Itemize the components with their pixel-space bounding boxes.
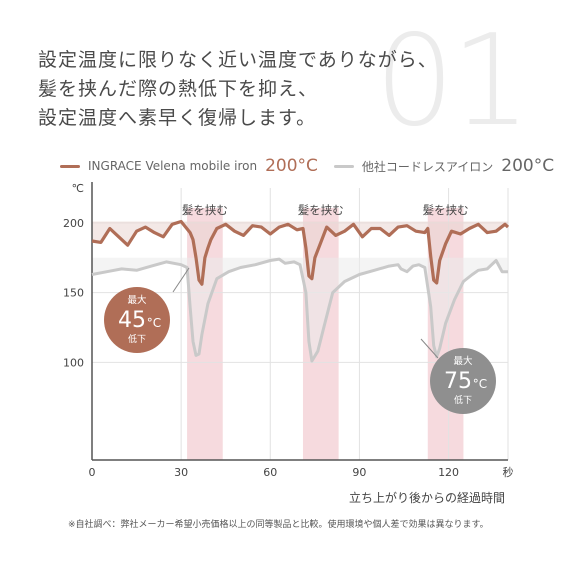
- y-tick-label: 100: [63, 356, 84, 369]
- legend-swatch-b: [333, 164, 354, 168]
- callout-b-circle: [430, 348, 496, 414]
- legend-label-a: INGRACE Velena mobile iron: [88, 159, 258, 173]
- x-tick-label: 30: [174, 466, 188, 479]
- callout-b-value: 75: [444, 369, 472, 394]
- hold-label: 髪を挟む: [182, 203, 228, 217]
- legend-label-b: 他社コードレスアイロン: [361, 159, 494, 174]
- legend-swatch-a: [60, 164, 80, 168]
- x-tick-label: 60: [263, 466, 277, 479]
- callout-a-value: 45: [118, 308, 146, 333]
- headline-line-1: 設定温度に限りなく近い温度でありながら、: [38, 49, 438, 71]
- series-a-deficit-area: [92, 221, 508, 285]
- callout-a-circle: [104, 287, 170, 353]
- y-axis-unit: ℃: [72, 182, 84, 195]
- callout-a-unit: °C: [147, 316, 161, 330]
- callout-a-connector: [172, 267, 190, 293]
- hold-label: 髪を挟む: [423, 203, 469, 217]
- callout-b-top: 最大: [453, 355, 473, 367]
- y-tick-label: 200: [63, 217, 84, 230]
- legend-temp-a: 200°C: [265, 156, 318, 176]
- x-axis-title: 立ち上がり後からの経過時間: [348, 491, 505, 505]
- headline: 設定温度に限りなく近い温度でありながら、 髪を挟んだ際の熱低下を抑え、 設定温度…: [38, 46, 438, 133]
- section-number: 01: [374, 7, 531, 154]
- footnote: ※自社調べ：弊社メーカー希望小売価格以上の同等製品と比較。使用環境や個人差で効果…: [68, 520, 489, 530]
- headline-line-2: 髪を挟んだ際の熱低下を抑え、: [38, 78, 319, 100]
- y-tick-label: 150: [63, 287, 84, 300]
- callout-a-bottom: 低下: [128, 333, 146, 345]
- series-line-a: [91, 219, 510, 286]
- headline-line-3: 設定温度へ素早く復帰します。: [38, 107, 317, 129]
- callout-b-bottom: 低下: [454, 394, 472, 406]
- x-tick-label: 90: [352, 466, 366, 479]
- x-axis-unit: 秒: [503, 465, 514, 479]
- legend: INGRACE Velena mobile iron 200°C 他社コードレス…: [60, 156, 554, 176]
- callout-b-unit: °C: [473, 377, 487, 391]
- callout-b-connector: [420, 338, 439, 359]
- series-line-b: [91, 257, 508, 363]
- callout-a-top: 最大: [127, 294, 147, 306]
- legend-temp-b: 200°C: [501, 156, 555, 176]
- hold-label: 髪を挟む: [298, 203, 344, 217]
- x-tick-label: 120: [438, 466, 459, 479]
- series-b-deficit-area: [92, 257, 508, 361]
- x-tick-label: 0: [89, 466, 96, 479]
